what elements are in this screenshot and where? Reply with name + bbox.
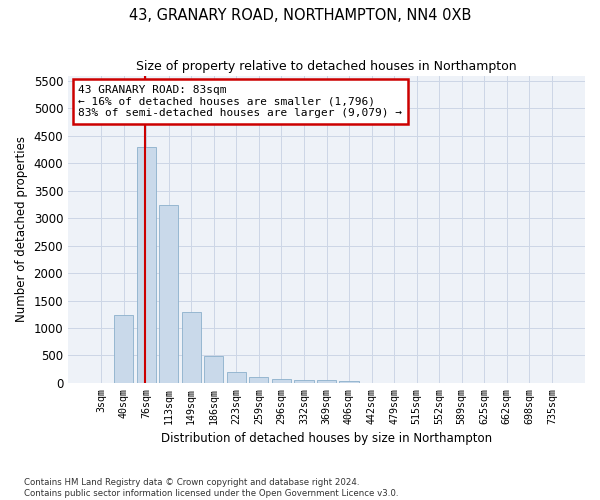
Bar [295,380,314,383]
Bar [182,312,201,383]
Bar [159,205,178,383]
Bar [317,380,336,383]
Bar [227,372,246,383]
Bar [137,148,156,383]
Bar [204,356,223,383]
Text: 43 GRANARY ROAD: 83sqm
← 16% of detached houses are smaller (1,796)
83% of semi-: 43 GRANARY ROAD: 83sqm ← 16% of detached… [79,85,403,118]
Title: Size of property relative to detached houses in Northampton: Size of property relative to detached ho… [136,60,517,73]
Text: 43, GRANARY ROAD, NORTHAMPTON, NN4 0XB: 43, GRANARY ROAD, NORTHAMPTON, NN4 0XB [129,8,471,22]
Bar [272,379,291,383]
Bar [114,316,133,383]
Bar [340,380,359,383]
X-axis label: Distribution of detached houses by size in Northampton: Distribution of detached houses by size … [161,432,492,445]
Text: Contains HM Land Registry data © Crown copyright and database right 2024.
Contai: Contains HM Land Registry data © Crown c… [24,478,398,498]
Bar [250,377,268,383]
Y-axis label: Number of detached properties: Number of detached properties [15,136,28,322]
